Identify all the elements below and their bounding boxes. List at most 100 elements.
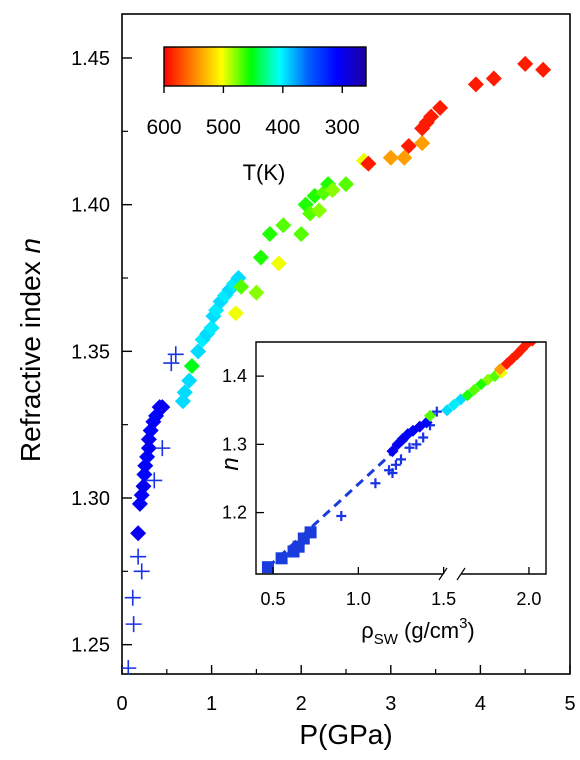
main-x-tick-label: 3: [385, 693, 396, 715]
inset-square-point: [275, 552, 288, 565]
inset-square-point: [304, 526, 317, 539]
main-x-tick-label: 2: [296, 693, 307, 715]
colorbar-tick-label: 400: [265, 116, 300, 139]
main-plus-point: [122, 660, 137, 674]
inset-square-point: [261, 561, 274, 574]
main-y-axis-label-text: Refractive index: [15, 254, 46, 463]
main-x-axis: 0 1 2 3 4 5: [116, 665, 576, 715]
main-diamond-point: [467, 76, 484, 93]
main-diamond-point: [183, 358, 200, 374]
main-diamond-point: [396, 149, 413, 166]
inset-diamond-point: [441, 404, 454, 417]
main-diamond-point: [176, 384, 193, 401]
main-diamond-point: [382, 149, 399, 166]
main-diamond-point: [423, 108, 440, 125]
main-x-tick-label: 0: [116, 693, 127, 715]
inset-x-tick-label: 2.0: [516, 589, 541, 609]
inset-x-tick-label: 1.5: [431, 589, 456, 609]
inset-data-points: [261, 342, 537, 574]
main-x-tick-label: 4: [475, 693, 486, 715]
inset-plus-point: [411, 439, 422, 450]
inset-x-label-sub: SW: [374, 631, 399, 648]
main-plus-point: [167, 346, 184, 363]
inset-y-tick-label: 1.3: [222, 434, 247, 454]
colorbar-tick-label: 500: [206, 116, 241, 139]
main-diamond-point: [360, 155, 377, 172]
main-y-tick-label: 1.35: [71, 341, 110, 363]
main-diamond-point: [324, 182, 341, 198]
colorbar: [163, 46, 367, 87]
main-diamond-point: [275, 217, 292, 234]
main-diamond-point: [338, 176, 354, 193]
main-diamond-point: [154, 399, 171, 416]
inset-x-label-units: (g/cm: [398, 618, 459, 643]
main-diamond-point: [432, 99, 449, 116]
main-diamond-point: [535, 61, 552, 78]
main-y-tick-label: 1.25: [71, 635, 110, 657]
inset-plus-point: [336, 511, 347, 521]
inset-y-axis-label: n: [217, 457, 244, 470]
main-y-tick-label: 1.40: [71, 195, 110, 217]
main-diamond-point: [485, 70, 502, 87]
inset-diamond-point: [461, 389, 474, 402]
inset-x-label-rho: ρ: [361, 618, 374, 643]
main-x-tick-label: 5: [564, 693, 575, 715]
main-diamond-point: [252, 249, 269, 266]
colorbar-tick-label: 300: [325, 116, 360, 139]
main-plus-point: [130, 548, 147, 565]
inset-plus-point: [418, 432, 429, 443]
main-diamond-point: [517, 55, 534, 72]
inset-x-label-end: ): [467, 618, 474, 643]
colorbar-ticks: 600 500 400 300: [146, 86, 360, 139]
main-y-axis-label: Refractive index n: [15, 238, 46, 462]
inset-plus-point: [404, 442, 415, 453]
main-plus-point: [125, 616, 142, 633]
colorbar-label: T(K): [243, 160, 286, 185]
main-y-tick-label: 1.45: [71, 48, 110, 70]
main-diamond-point: [400, 138, 417, 154]
main-diamond-point: [190, 343, 207, 360]
inset-x-axis-label: ρSW (g/cm3): [361, 615, 474, 648]
inset-diamond-point: [527, 342, 537, 347]
inset-y-tick-label: 1.2: [222, 503, 247, 523]
main-diamond-point: [270, 255, 287, 272]
inset-x-tick-label: 0.5: [261, 589, 286, 609]
main-diamond-point: [130, 525, 147, 542]
main-y-axis-label-symbol: n: [15, 238, 46, 254]
inset-diamond-point: [493, 363, 506, 376]
main-diamond-point: [203, 319, 220, 336]
main-plus-point: [163, 355, 180, 372]
colorbar-tick-label: 600: [146, 116, 181, 139]
inset-diamond-point: [468, 383, 481, 396]
inset-diamond-point: [447, 398, 460, 411]
main-diamond-point: [311, 202, 328, 219]
inset-y-tick-label: 1.4: [222, 366, 247, 386]
main-diamond-point: [414, 135, 431, 152]
inset-x-tick-label: 1.0: [346, 589, 371, 609]
inset-diamond-point: [424, 409, 436, 422]
inset-plus-point: [387, 468, 398, 479]
main-plus-point: [133, 563, 150, 580]
main-x-axis-label: P(GPa): [299, 719, 392, 750]
main-diamond-point: [248, 284, 265, 301]
inset-plus-point: [370, 478, 381, 489]
main-x-tick-label: 1: [206, 693, 217, 715]
main-diamond-point: [135, 478, 152, 495]
inset-x-label-sup: 3: [459, 615, 467, 632]
inset-plus-point: [431, 406, 442, 417]
main-diamond-point: [227, 305, 244, 322]
inset-plus-point: [396, 454, 406, 465]
main-diamond-point: [293, 226, 310, 242]
inset-frame: [255, 341, 547, 575]
main-plus-point: [154, 440, 171, 457]
inset-y-axis: 1.2 1.3 1.4: [222, 366, 264, 523]
main-diamond-point: [261, 226, 278, 242]
main-y-axis: 1.25 1.30 1.35 1.40 1.45: [71, 48, 132, 657]
inset-x-axis: 0.5 1.0 1.5 2.0: [261, 567, 541, 609]
main-diamond-point: [233, 278, 250, 295]
main-data-points: [122, 55, 552, 674]
inset-plus-point: [390, 459, 401, 470]
main-diamond-point: [181, 372, 198, 389]
main-plus-point: [146, 472, 163, 489]
